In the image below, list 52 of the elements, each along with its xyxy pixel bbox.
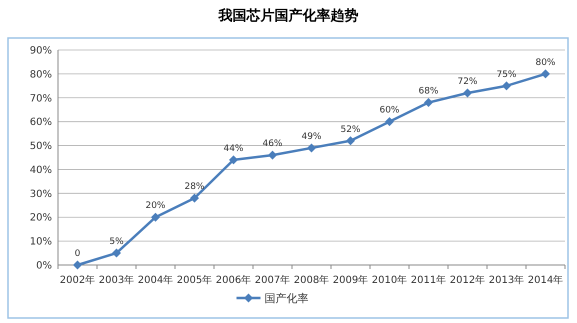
- y-tick-label: 80%: [30, 69, 52, 80]
- y-tick-label: 50%: [30, 141, 52, 152]
- x-tick-label: 2009年: [332, 274, 368, 286]
- x-tick-label: 2003年: [98, 274, 134, 286]
- x-tick-label: 2010年: [372, 274, 408, 286]
- y-tick-label: 20%: [30, 212, 52, 224]
- x-tick-label: 2008年: [294, 274, 330, 286]
- x-tick-label: 2002年: [60, 274, 96, 286]
- data-label: 80%: [535, 58, 556, 68]
- point: [346, 136, 355, 146]
- point: [151, 212, 160, 222]
- x-tick-label: 2014年: [528, 274, 564, 286]
- x-tick-label: 2012年: [450, 274, 486, 286]
- point: [424, 98, 433, 108]
- data-label: 5%: [109, 237, 124, 248]
- x-tick-label: 2007年: [254, 274, 290, 286]
- data-label: 49%: [301, 132, 322, 142]
- y-tick-label: 70%: [30, 93, 52, 104]
- y-tick-label: 0%: [36, 260, 52, 272]
- x-tick-label: 2006年: [216, 274, 252, 286]
- data-label: 46%: [262, 139, 283, 150]
- point: [268, 150, 277, 160]
- chart-title: 我国芯片国产化率趋势: [218, 7, 358, 24]
- data-label: 75%: [496, 70, 517, 80]
- point: [73, 260, 82, 270]
- x-tick-label: 2013年: [488, 274, 524, 286]
- y-tick-label: 30%: [30, 188, 52, 200]
- y-tick-label: 40%: [30, 164, 52, 176]
- data-label: 28%: [184, 182, 205, 192]
- point: [112, 248, 121, 258]
- legend-label: 国产化率: [264, 292, 308, 305]
- data-label: 20%: [145, 201, 166, 212]
- point: [190, 194, 199, 203]
- x-tick-label: 2004年: [138, 274, 174, 286]
- x-tick-label: 2005年: [176, 274, 212, 286]
- point: [463, 88, 472, 98]
- point: [541, 69, 550, 78]
- legend: 国产化率: [236, 292, 308, 305]
- point: [229, 155, 238, 164]
- data-label: 68%: [418, 86, 439, 97]
- data-label: 72%: [457, 77, 478, 87]
- data-label: 52%: [340, 124, 361, 135]
- data-label: 0: [74, 249, 81, 259]
- x-tick-label: 2011年: [410, 274, 446, 286]
- y-tick-label: 10%: [30, 236, 52, 248]
- data-label: 60%: [379, 106, 400, 116]
- point: [385, 117, 394, 126]
- point: [502, 81, 511, 90]
- data-label: 44%: [223, 144, 244, 154]
- point: [307, 143, 316, 152]
- y-tick-label: 90%: [30, 46, 52, 56]
- y-tick-label: 60%: [30, 117, 52, 128]
